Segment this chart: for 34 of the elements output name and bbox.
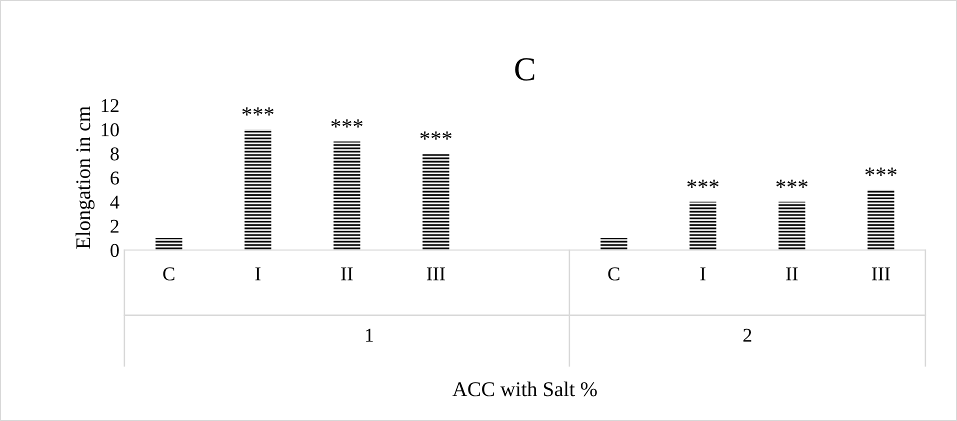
y-tick-label: 4 [110, 196, 120, 209]
y-tick-label: 12 [102, 99, 118, 112]
y-tick-label: 2 [110, 220, 118, 233]
text: 2 [743, 328, 752, 342]
x-tick-label: III [426, 268, 445, 280]
y-tick-label: 6 [110, 172, 119, 185]
data-label: *** [420, 131, 452, 140]
bar [778, 202, 806, 250]
bar [690, 202, 716, 250]
data-label: *** [331, 119, 363, 128]
x-tick-label: C [608, 267, 620, 280]
data-label: *** [865, 168, 897, 176]
chart-title: C [515, 58, 534, 81]
bar [156, 238, 182, 250]
y-tick-label: 10 [102, 123, 119, 136]
y-axis-title: Elongation in cm [76, 106, 95, 249]
x-tick-label: II [341, 268, 353, 280]
x-tick-label: II [786, 268, 798, 280]
bar [334, 141, 360, 250]
x-axis-title: ACC with Salt % [452, 382, 597, 396]
data-label: *** [687, 180, 719, 188]
text: 1 [366, 328, 373, 342]
bar [868, 190, 894, 250]
bar [600, 238, 628, 250]
x-tick-label: C [163, 267, 174, 280]
bar [244, 129, 272, 250]
data-label: *** [242, 107, 274, 116]
y-tick-label: 8 [110, 147, 119, 160]
x-tick-label: I [700, 268, 706, 280]
y-tick-label: 0 [110, 244, 119, 258]
x-tick-label: I [255, 268, 260, 280]
bar [422, 154, 450, 250]
x-tick-label: III [872, 268, 890, 280]
data-label: *** [776, 180, 808, 188]
